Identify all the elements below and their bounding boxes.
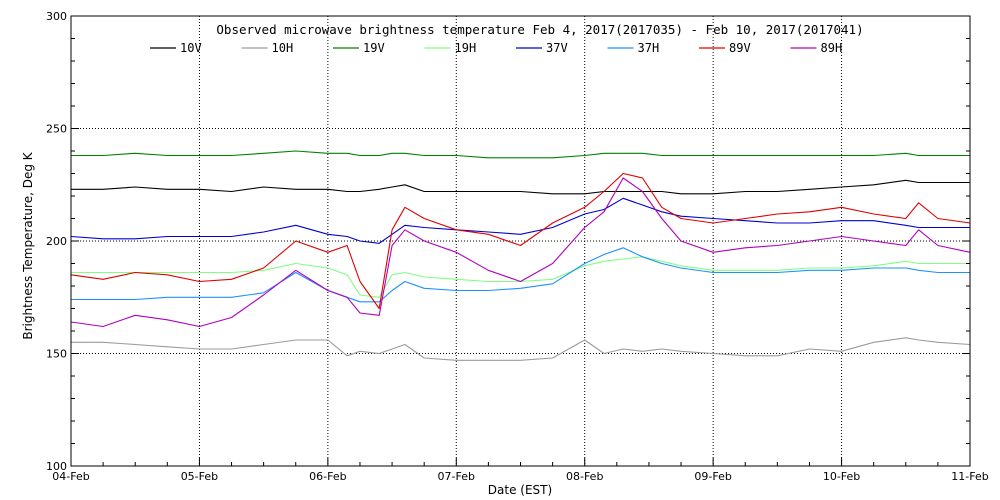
legend-label-19h: 19H: [455, 41, 477, 55]
x-tick-label: 04-Feb: [52, 470, 89, 483]
legend-label-19v: 19V: [363, 41, 385, 55]
y-tick-label: 200: [46, 235, 67, 248]
x-tick-label: 05-Feb: [181, 470, 218, 483]
x-axis-label: Date (EST): [488, 483, 552, 497]
y-tick-label: 250: [46, 123, 67, 136]
series-line-10h: [71, 337, 971, 361]
y-tick-label: 300: [46, 10, 67, 23]
series-line-10v: [71, 179, 970, 195]
legend-label-10v: 10V: [180, 41, 202, 55]
x-tick-label: 10-Feb: [823, 470, 860, 483]
series-line-37h: [71, 247, 970, 303]
legend-label-89v: 89V: [729, 41, 751, 55]
legend-label-89h: 89H: [821, 41, 843, 55]
y-axis-label: Brightness Temperature, Deg K: [21, 151, 35, 339]
x-tick-label: 06-Feb: [309, 470, 346, 483]
x-tick-label: 09-Feb: [694, 470, 731, 483]
series-line-19v: [71, 150, 970, 159]
chart-title: Observed microwave brightness temperatur…: [216, 22, 863, 37]
y-tick-label: 150: [46, 348, 67, 361]
y-tick-label: 100: [46, 460, 67, 473]
x-tick-label: 07-Feb: [438, 470, 475, 483]
axis-ticks: 04-Feb 05-Feb 06-Feb 07-Feb 08-Feb 09-Feb 10-F…: [46, 10, 989, 483]
x-tick-label: 08-Feb: [566, 470, 603, 483]
grid-lines: [71, 16, 970, 466]
legend-label-37v: 37V: [546, 41, 568, 55]
series-line-37v: [70, 197, 970, 244]
x-tick-label: 11-Feb: [951, 470, 988, 483]
series-line-89h: [70, 177, 971, 328]
legend: 10V 10H 19V 19H 37V 37H 89V 89H: [150, 41, 842, 55]
series-line-89v: [70, 172, 971, 310]
legend-label-10h: 10H: [272, 41, 294, 55]
legend-label-37h: 37H: [638, 41, 660, 55]
series-lines: [70, 150, 971, 361]
